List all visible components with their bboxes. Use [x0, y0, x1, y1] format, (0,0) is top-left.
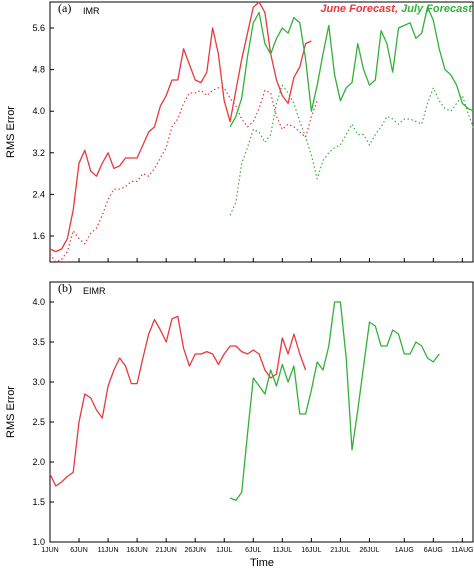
x-tick-label: 16JUL [301, 547, 321, 554]
x-tick-label: 1JUN [41, 547, 59, 554]
panel-a-series-june-forecast-dotted [49, 87, 318, 263]
panel-b-y-tick-label: 4.0 [32, 297, 45, 307]
panel-a-y-tick-label: 4.8 [32, 65, 45, 75]
panel-a-y-tick-label: 4.0 [32, 106, 45, 116]
panel-b-letter: (b) [58, 281, 72, 295]
panel-a-y-tick-label: 2.4 [32, 189, 45, 199]
x-tick-label: 1JUL [216, 547, 232, 554]
panel-a-frame [49, 1, 474, 263]
panel-a-name: IMR [83, 6, 100, 16]
panel-a-series-june-forecast [49, 1, 312, 253]
x-tick-label: 26JUL [359, 547, 379, 554]
panel-b-y-tick-label: 2.5 [32, 417, 45, 427]
panel-b-name: EIMR [83, 286, 106, 296]
panel-b-y-tick-label: 2.0 [32, 457, 45, 467]
panel-b-y-axis-title: RMS Error [5, 386, 17, 438]
panel-a-y-tick-label: 3.2 [32, 148, 45, 158]
panel-a-y-axis-title: RMS Error [5, 106, 17, 158]
panel-a-y-tick-label: 5.6 [32, 23, 45, 33]
x-tick-label: 1AUG [395, 547, 414, 554]
x-tick-label: 21JUN [155, 547, 176, 554]
x-tick-label: 16JUN [126, 547, 147, 554]
legend: June Forecast, July Forecast [320, 3, 473, 15]
panel-b-y-tick-label: 3.0 [32, 377, 45, 387]
legend-entry: July Forecast [398, 3, 473, 15]
x-tick-label: 11JUL [272, 547, 292, 554]
panel-b-frame [49, 281, 474, 543]
panel-a-y-tick-label: 1.6 [32, 231, 45, 241]
panel-b-series-june-forecast [49, 315, 307, 487]
panel-b-y-tick-label: 1.0 [32, 537, 45, 547]
x-tick-label: 11JUN [98, 547, 119, 554]
panel-a-series-july-forecast [229, 6, 474, 128]
panel-a-letter: (a) [58, 1, 71, 15]
x-axis-title: Time [250, 557, 274, 568]
panel-b-y-tick-label: 3.5 [32, 337, 45, 347]
panel-b-y-tick-label: 1.5 [32, 497, 45, 507]
x-tick-label: 11AUG [451, 547, 473, 554]
x-tick-label: 26JUN [185, 547, 206, 554]
panel-b-series-july-forecast [229, 301, 440, 502]
panel-a-series-july-forecast-dotted [229, 84, 474, 216]
panel-b-eimr: 1.0 1.5 2.0 2.5 3.0 3.5 4.0 RMS Error (b) EIMR 1JU… [5, 281, 474, 568]
panel-a-imr: 1.6 2.4 3.2 4.0 4.8 5.6 RMS Error (a) IMR June Fo… [5, 1, 474, 263]
x-tick-label: 6AUG [424, 547, 443, 554]
legend-entry: June Forecast, [320, 3, 398, 15]
x-tick-label: 6JUN [70, 547, 88, 554]
x-tick-label: 21JUL [330, 547, 350, 554]
x-tick-label: 6JUL [245, 547, 261, 554]
